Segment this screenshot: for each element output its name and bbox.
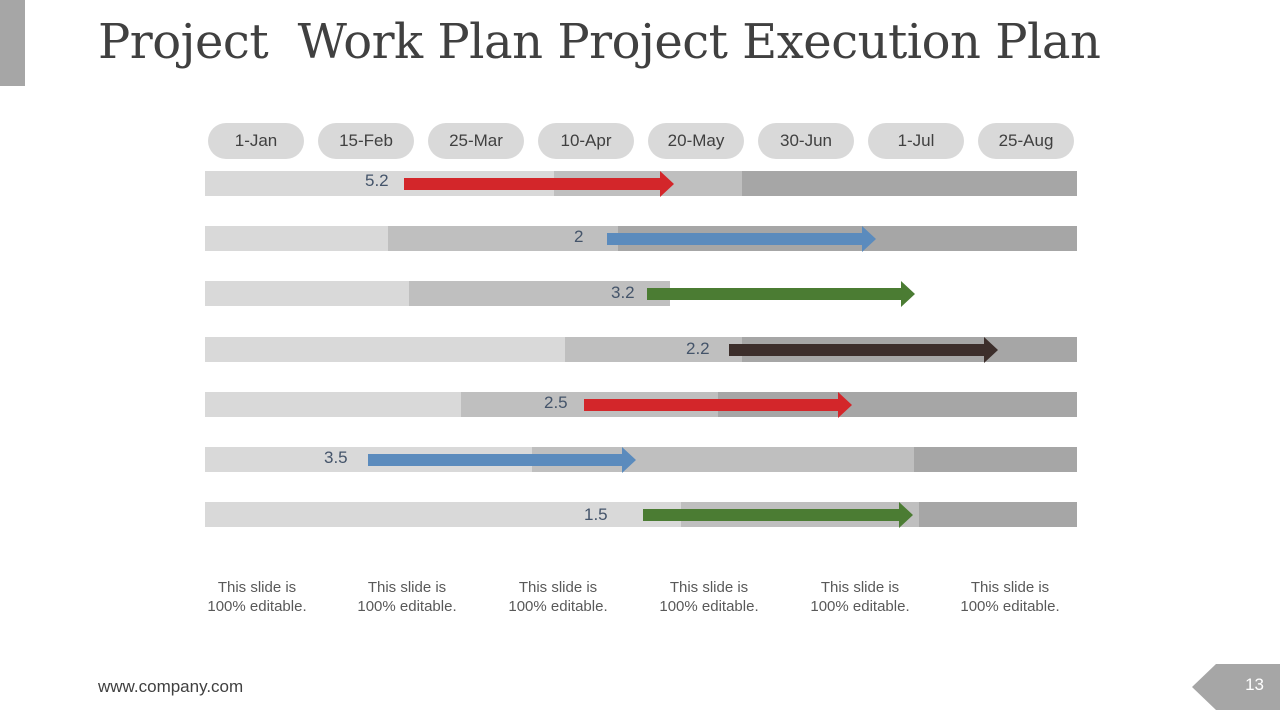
footer-url[interactable]: www.company.com	[98, 677, 244, 696]
milestone-pill: 10-Apr	[538, 123, 634, 159]
phase-bar-segment	[742, 171, 1077, 196]
title-accent-bar	[0, 0, 25, 86]
phase-bar-segment	[919, 502, 1077, 527]
note-text: This slide is 100% editable.	[508, 579, 608, 615]
milestone-pill: 1-Jul	[868, 123, 964, 159]
phase-bar-segment	[409, 281, 670, 306]
phase-bar-segment	[565, 337, 742, 362]
task-value-label: 3.5	[324, 448, 348, 467]
task-value-label: 2.5	[544, 393, 568, 412]
note-text: This slide is 100% editable.	[810, 579, 910, 615]
task-value-label: 1.5	[584, 505, 608, 524]
task-arrow	[584, 392, 852, 418]
page-number-tab	[1192, 664, 1280, 710]
slide-title: Project Work Plan Project Execution Plan	[98, 14, 1101, 70]
task-arrow	[643, 502, 913, 528]
task-value-label: 3.2	[611, 283, 635, 302]
phase-bar-segment	[388, 226, 618, 251]
phase-bar-segment	[205, 337, 565, 362]
phase-bar-segment	[914, 447, 1077, 472]
milestone-pill: 15-Feb	[318, 123, 414, 159]
phase-bar-segment	[205, 392, 461, 417]
note-text: This slide is 100% editable.	[207, 579, 307, 615]
milestone-pill: 25-Aug	[978, 123, 1074, 159]
task-value-label: 2	[574, 227, 584, 246]
note-text: This slide is 100% editable.	[960, 579, 1060, 615]
milestone-pill: 1-Jan	[208, 123, 304, 159]
task-arrow	[607, 226, 876, 252]
page-number: 13	[1245, 675, 1264, 694]
task-value-label: 5.2	[365, 171, 389, 190]
milestone-pill: 20-May	[648, 123, 744, 159]
phase-bar-segment	[205, 281, 409, 306]
task-arrow	[729, 337, 998, 363]
phase-bar-segment	[205, 502, 681, 527]
task-arrow	[368, 447, 636, 473]
note-text: This slide is 100% editable.	[659, 579, 759, 615]
task-value-label: 2.2	[686, 339, 710, 358]
phase-bar-segment	[205, 226, 388, 251]
milestone-pill: 25-Mar	[428, 123, 524, 159]
note-text: This slide is 100% editable.	[357, 579, 457, 615]
task-arrow	[404, 171, 674, 197]
task-arrow	[647, 281, 915, 307]
milestone-pill: 30-Jun	[758, 123, 854, 159]
